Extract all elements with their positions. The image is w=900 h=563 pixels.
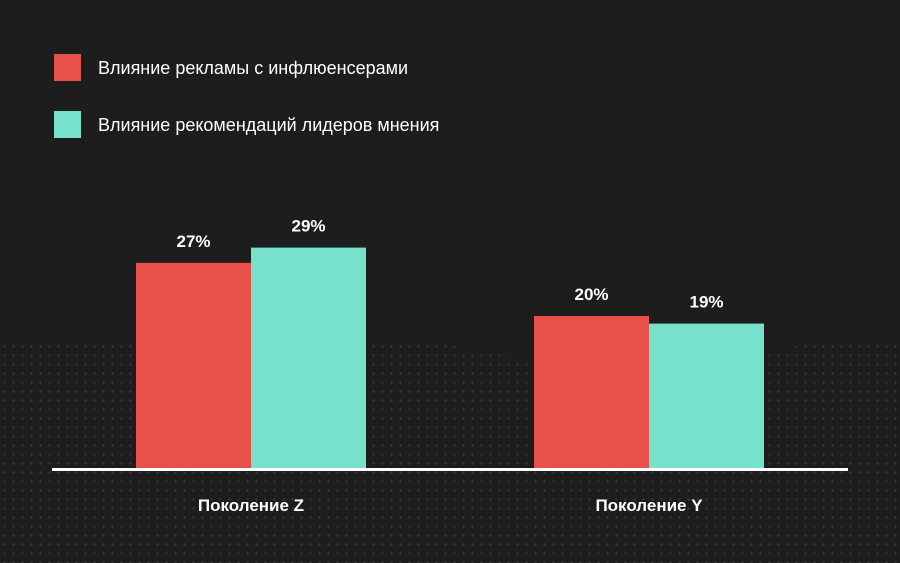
bar-series1-cat0: [251, 247, 366, 468]
legend-label-influencer-ads: Влияние рекламы с инфлюенсерами: [98, 58, 408, 78]
legend-swatch-opinion-leaders: [54, 111, 81, 138]
bar-series1-cat1: [649, 323, 764, 468]
data-label-series0-cat0: 27%: [176, 232, 210, 251]
dotted-background-pattern: [0, 338, 900, 563]
legend-swatch-influencer-ads: [54, 54, 81, 81]
bar-series0-cat0: [136, 262, 251, 468]
bar-series0-cat1: [534, 316, 649, 468]
legend-label-opinion-leaders: Влияние рекомендаций лидеров мнения: [98, 115, 439, 135]
data-label-series0-cat1: 20%: [574, 285, 608, 304]
data-label-series1-cat0: 29%: [291, 217, 325, 236]
data-label-series1-cat1: 19%: [689, 293, 723, 312]
bars-layer: [136, 247, 764, 468]
category-label-0: Поколение Z: [198, 496, 304, 515]
legend: Влияние рекламы с инфлюенсерами Влияние …: [54, 54, 439, 138]
data-labels-layer: 27% 29% 20% 19%: [176, 217, 723, 312]
category-labels-layer: Поколение Z Поколение Y: [198, 496, 703, 515]
category-label-1: Поколение Y: [595, 496, 703, 515]
